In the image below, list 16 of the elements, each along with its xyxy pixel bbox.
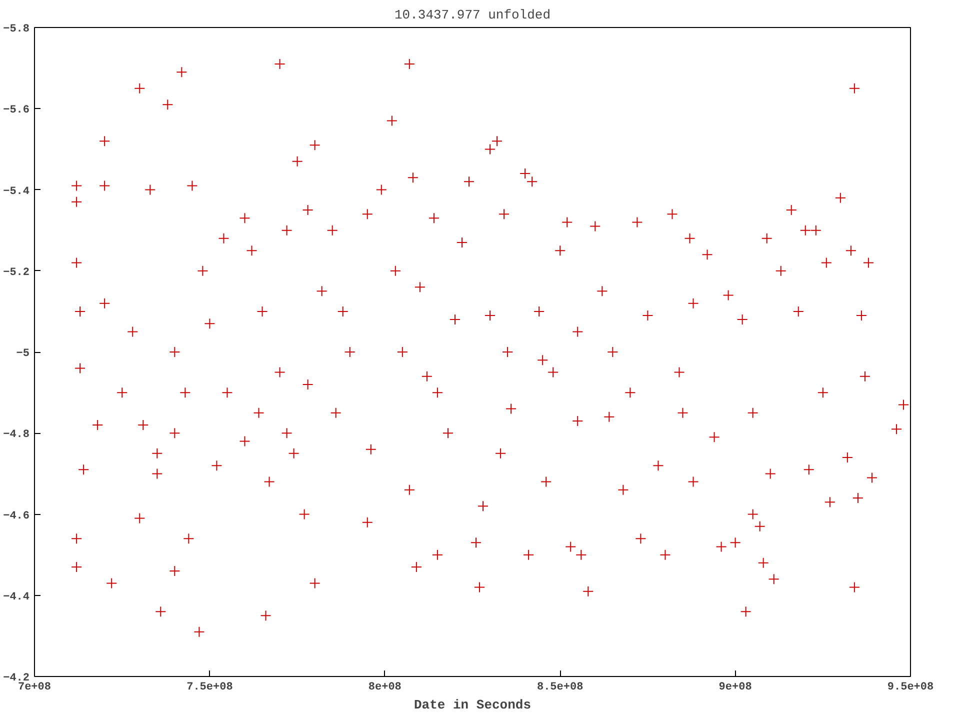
x-tick-label: 9.5e+08 <box>887 682 934 694</box>
x-axis-title: Date in Seconds <box>414 698 532 712</box>
y-tick-label: −5 <box>16 348 30 360</box>
y-tick-label: −4.6 <box>3 510 30 522</box>
x-tick-label: 8e+08 <box>368 682 402 694</box>
x-tick-label: 8.5e+08 <box>536 682 584 694</box>
x-tick-label: 9e+08 <box>718 682 752 694</box>
y-tick-label: −5.8 <box>3 24 30 36</box>
x-tick-label: 7e+08 <box>18 682 52 694</box>
y-tick-label: −5.2 <box>3 266 30 279</box>
y-tick-label: −4.4 <box>3 591 30 604</box>
chart-title: 10.3437.977 unfolded <box>394 8 551 22</box>
x-tick-label: 7.5e+08 <box>186 682 234 694</box>
y-tick-label: −5.6 <box>3 104 30 117</box>
y-tick-label: −5.4 <box>3 186 30 198</box>
y-tick-label: −4.8 <box>3 429 30 442</box>
